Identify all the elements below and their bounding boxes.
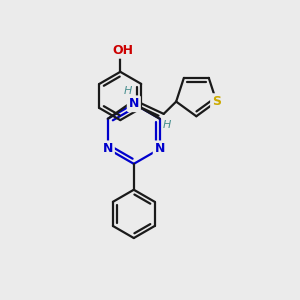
Text: N: N [129, 97, 139, 110]
Text: OH: OH [112, 44, 133, 57]
Text: H: H [163, 120, 171, 130]
Text: N: N [103, 142, 113, 155]
Text: N: N [154, 142, 165, 155]
Text: S: S [212, 95, 221, 108]
Text: H: H [124, 86, 132, 96]
